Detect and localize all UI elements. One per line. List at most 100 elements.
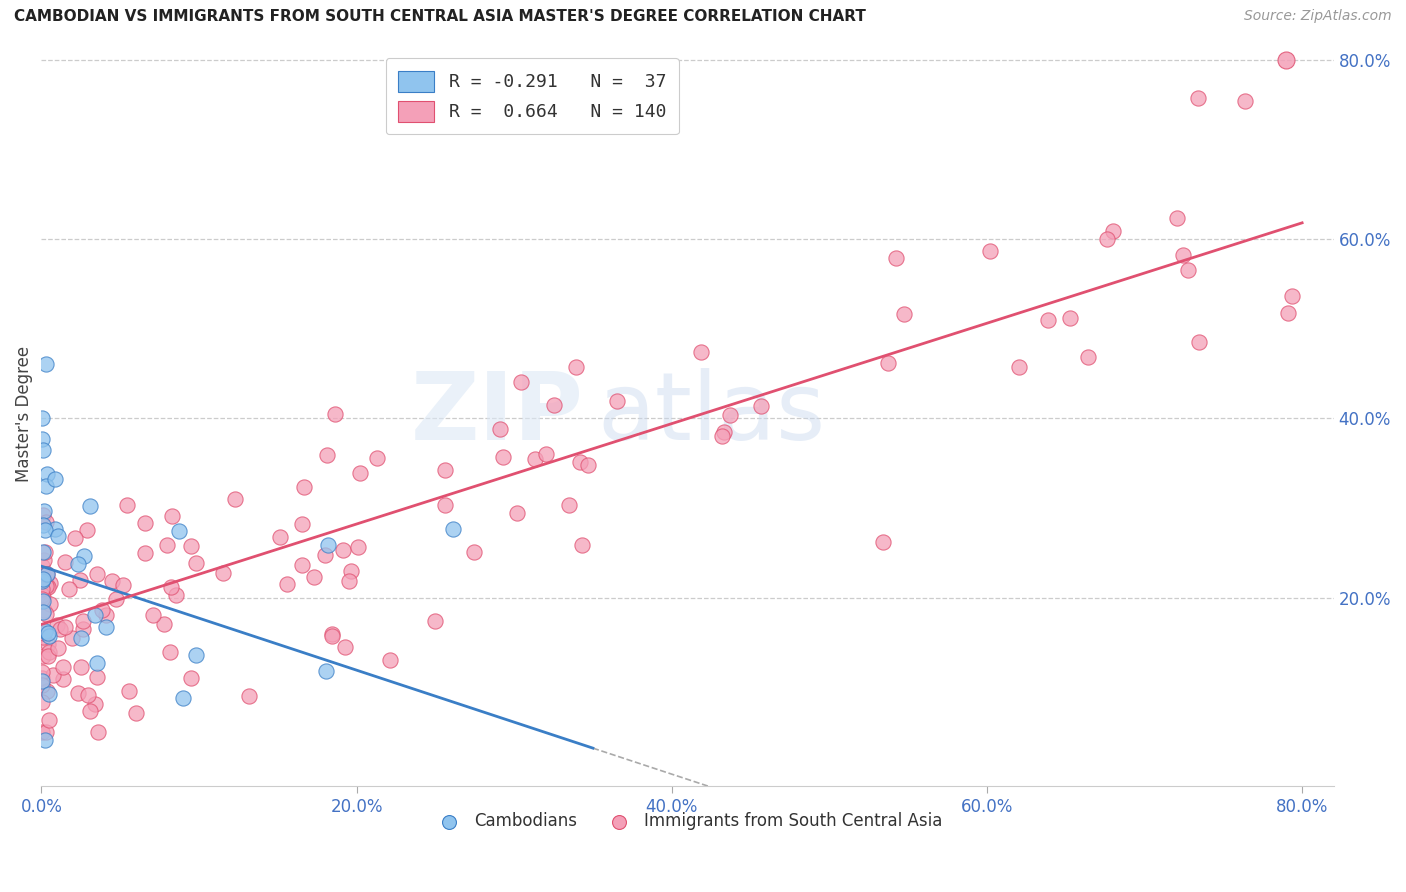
Point [172, 690, 194, 705]
Point [321, 629, 343, 643]
Point [31, 591, 53, 606]
Point [35, 683, 58, 698]
Point [314, 548, 336, 562]
Point [31, 518, 53, 533]
Point [543, 399, 565, 413]
Point [1277, 306, 1299, 320]
Point [292, 480, 315, 494]
Point [53, 555, 76, 569]
Point [35, 578, 58, 592]
Point [34, 733, 56, 747]
Point [73, 549, 96, 563]
Point [77, 688, 100, 702]
Point [60, 631, 83, 645]
Point [212, 566, 235, 580]
Point [32, 630, 55, 644]
Point [34, 626, 56, 640]
Text: Source: ZipAtlas.com: Source: ZipAtlas.com [1244, 9, 1392, 23]
Point [46, 641, 69, 656]
Point [269, 530, 291, 544]
Point [44, 522, 66, 536]
Point [76, 523, 98, 537]
Point [34, 479, 56, 493]
Point [291, 517, 314, 532]
Point [37, 580, 59, 594]
Point [31, 588, 53, 602]
Point [335, 640, 357, 655]
Point [321, 627, 343, 641]
Point [58, 582, 80, 596]
Point [1102, 224, 1125, 238]
Point [606, 394, 628, 409]
Point [125, 706, 148, 720]
Point [31, 695, 53, 709]
Legend: Cambodians, Immigrants from South Central Asia: Cambodians, Immigrants from South Centra… [426, 805, 949, 837]
Point [31, 605, 53, 619]
Point [31, 678, 53, 692]
Point [86, 657, 108, 671]
Point [79, 500, 101, 514]
Point [32, 594, 55, 608]
Point [165, 588, 187, 602]
Point [87, 725, 110, 739]
Point [31, 432, 53, 446]
Point [316, 449, 339, 463]
Point [304, 570, 326, 584]
Point [32, 649, 55, 664]
Point [134, 545, 156, 559]
Point [70, 631, 93, 645]
Point [1166, 211, 1188, 225]
Point [35, 607, 58, 621]
Point [524, 452, 547, 467]
Point [366, 451, 388, 466]
Point [434, 499, 457, 513]
Point [63, 531, 86, 545]
Point [1059, 311, 1081, 326]
Point [31, 559, 53, 574]
Point [52, 660, 75, 674]
Point [276, 576, 298, 591]
Point [44, 472, 66, 486]
Point [46, 529, 69, 543]
Text: ZIP: ZIP [411, 368, 583, 459]
Point [349, 466, 371, 480]
Point [488, 422, 510, 436]
Point [510, 376, 533, 390]
Point [35, 579, 58, 593]
Point [31, 508, 53, 522]
Point [142, 608, 165, 623]
Point [134, 516, 156, 530]
Point [31, 665, 53, 679]
Point [1095, 232, 1118, 246]
Point [162, 509, 184, 524]
Point [690, 345, 713, 359]
Point [569, 454, 592, 468]
Point [378, 653, 401, 667]
Point [35, 567, 58, 582]
Point [35, 725, 58, 739]
Point [72, 615, 94, 629]
Point [31, 725, 53, 739]
Point [32, 553, 55, 567]
Point [347, 541, 370, 555]
Point [238, 689, 260, 703]
Point [86, 567, 108, 582]
Point [1177, 263, 1199, 277]
Point [156, 538, 179, 552]
Point [37, 566, 59, 581]
Point [101, 574, 124, 589]
Point [32, 603, 55, 617]
Point [1171, 248, 1194, 262]
Point [184, 556, 207, 570]
Point [564, 359, 586, 374]
Point [35, 581, 58, 595]
Point [72, 622, 94, 636]
Text: CAMBODIAN VS IMMIGRANTS FROM SOUTH CENTRAL ASIA MASTER'S DEGREE CORRELATION CHAR: CAMBODIAN VS IMMIGRANTS FROM SOUTH CENTR… [14, 9, 866, 24]
Point [571, 538, 593, 552]
Point [710, 429, 733, 443]
Point [52, 672, 75, 686]
Point [884, 251, 907, 265]
Point [713, 425, 735, 439]
Point [1008, 360, 1031, 375]
Point [67, 558, 90, 572]
